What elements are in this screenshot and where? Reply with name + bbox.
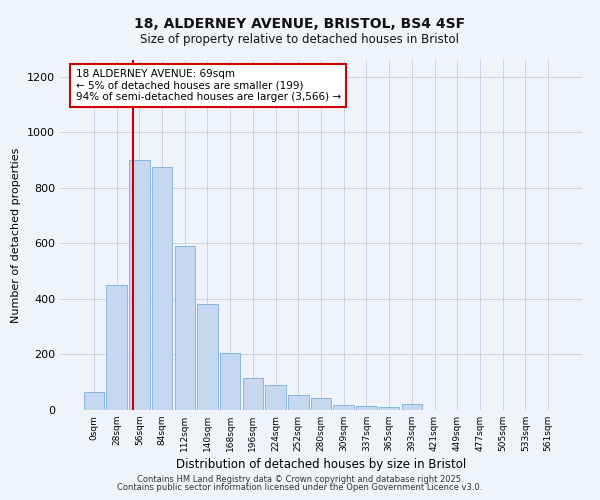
Bar: [129, 160, 149, 410]
Y-axis label: Number of detached properties: Number of detached properties: [11, 148, 22, 322]
Bar: [401, 404, 422, 410]
Bar: [197, 304, 218, 410]
Bar: [242, 378, 263, 410]
Text: 18, ALDERNEY AVENUE, BRISTOL, BS4 4SF: 18, ALDERNEY AVENUE, BRISTOL, BS4 4SF: [134, 18, 466, 32]
Bar: [220, 353, 241, 410]
Text: Size of property relative to detached houses in Bristol: Size of property relative to detached ho…: [140, 32, 460, 46]
Bar: [175, 246, 195, 410]
Text: 18 ALDERNEY AVENUE: 69sqm
← 5% of detached houses are smaller (199)
94% of semi-: 18 ALDERNEY AVENUE: 69sqm ← 5% of detach…: [76, 69, 341, 102]
Bar: [84, 392, 104, 410]
X-axis label: Distribution of detached houses by size in Bristol: Distribution of detached houses by size …: [176, 458, 466, 471]
Bar: [265, 385, 286, 410]
Bar: [379, 407, 400, 410]
Bar: [288, 394, 308, 410]
Bar: [334, 405, 354, 410]
Bar: [106, 285, 127, 410]
Text: Contains public sector information licensed under the Open Government Licence v3: Contains public sector information licen…: [118, 484, 482, 492]
Bar: [311, 398, 331, 410]
Bar: [356, 406, 377, 410]
Text: Contains HM Land Registry data © Crown copyright and database right 2025.: Contains HM Land Registry data © Crown c…: [137, 475, 463, 484]
Bar: [152, 167, 172, 410]
